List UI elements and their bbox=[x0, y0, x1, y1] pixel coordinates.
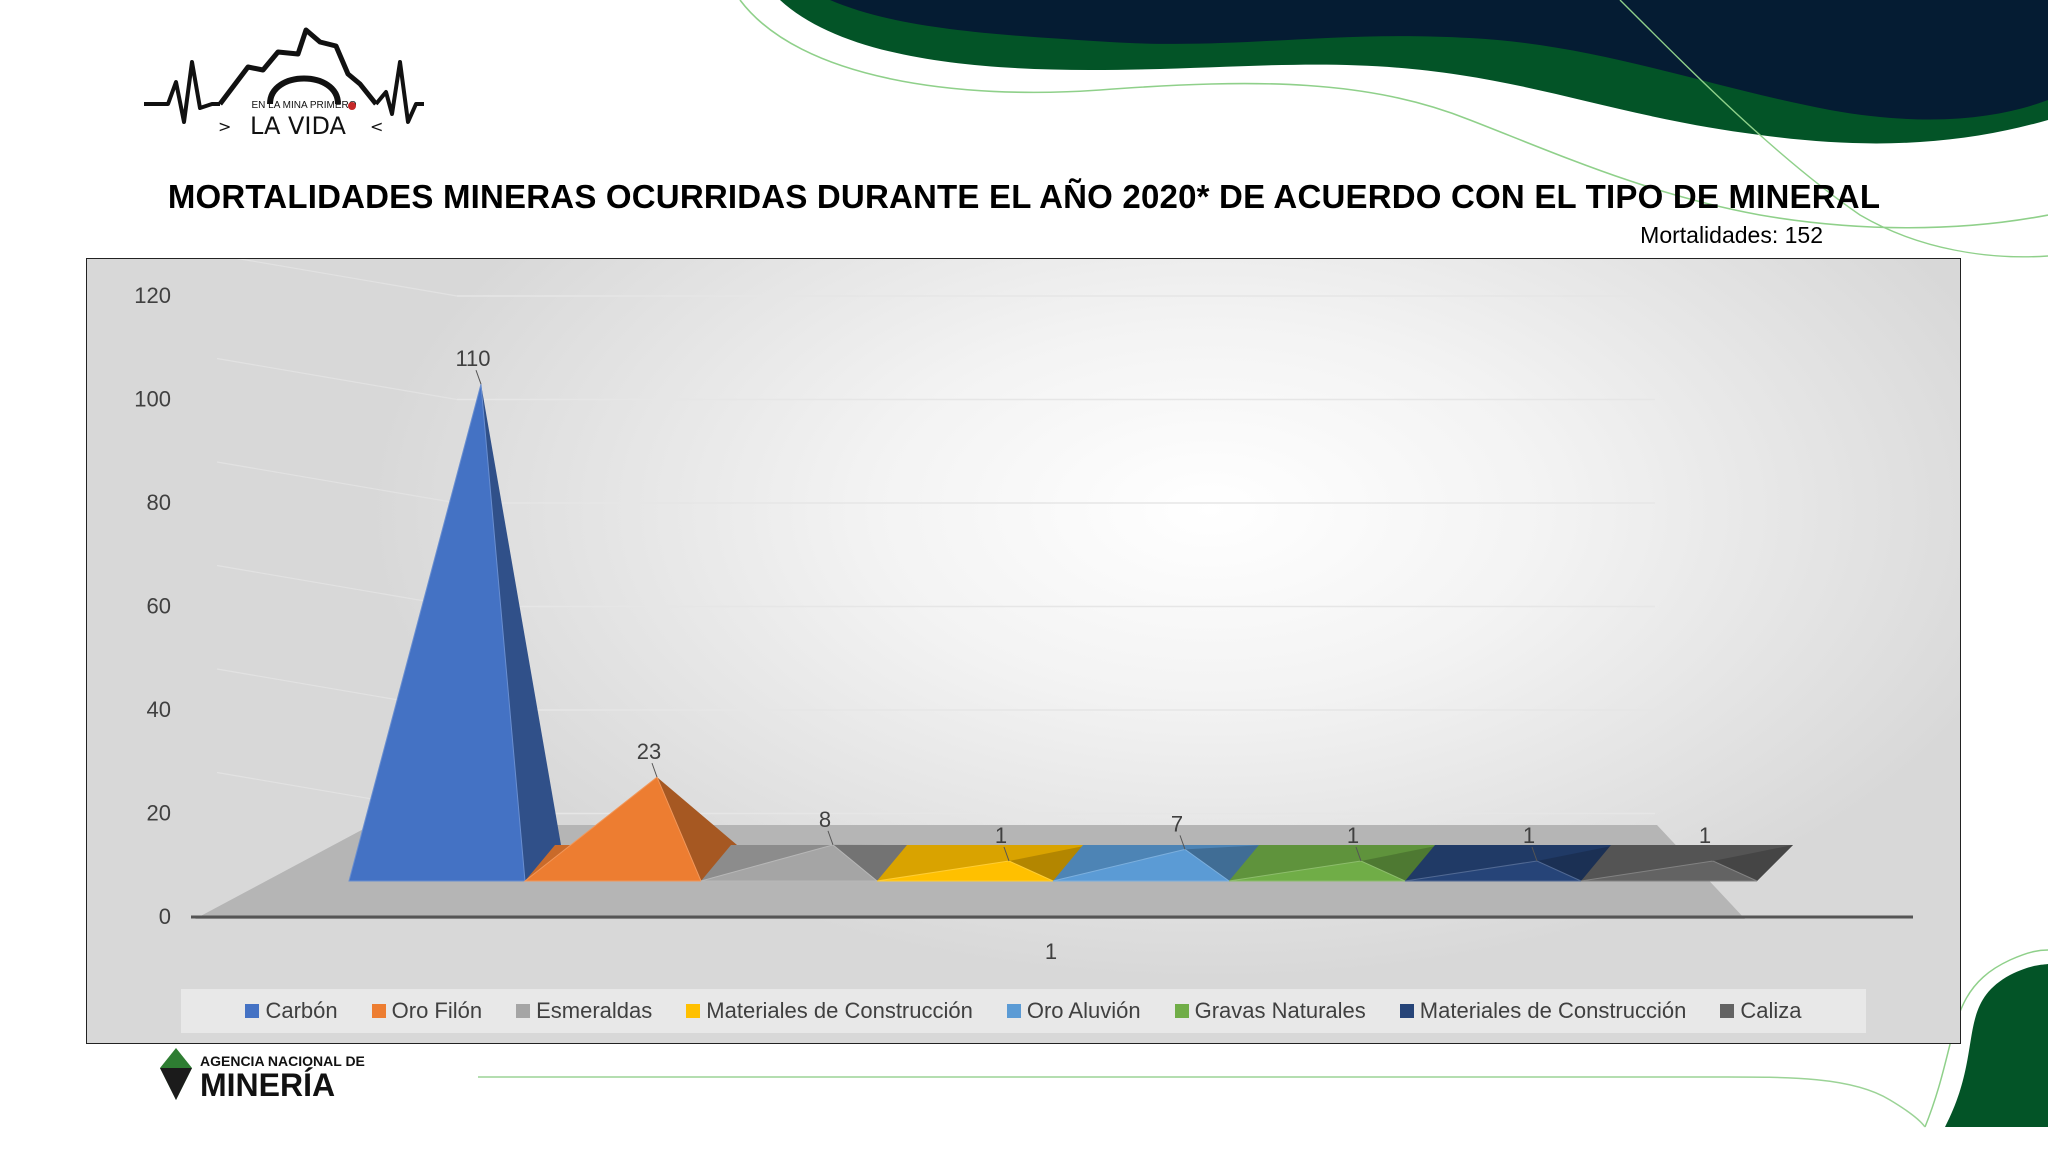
pyramid-side-face bbox=[1537, 845, 1617, 881]
pyramid-side-face bbox=[657, 777, 737, 881]
data-label-leader bbox=[1707, 846, 1714, 862]
y-tick-label: 40 bbox=[147, 697, 171, 722]
data-label-leader bbox=[475, 369, 482, 385]
y-tick-label: 80 bbox=[147, 490, 171, 515]
legend-label: Gravas Naturales bbox=[1194, 998, 1366, 1023]
pyramid-chart: 0 20 40 60 80 100 120 110 23 8 1 7 1 1 1 1 bbox=[134, 259, 1913, 964]
legend-item: Carbón bbox=[245, 998, 338, 1024]
data-label: 8 bbox=[819, 807, 831, 832]
bottom-line-1 bbox=[1924, 949, 2048, 1128]
data-label-leader bbox=[1531, 846, 1538, 862]
top-line-1 bbox=[739, 0, 2048, 229]
legend-swatch bbox=[516, 1004, 531, 1018]
diamond-logo-dark-icon bbox=[160, 1068, 192, 1100]
data-label: 1 bbox=[995, 823, 1007, 848]
legend-swatch bbox=[1399, 1004, 1414, 1018]
pyramid-front-face bbox=[348, 384, 526, 882]
bottom-green-wave bbox=[1945, 964, 2048, 1127]
logo-main-text: LA VIDA bbox=[250, 112, 347, 140]
data-label: 1 bbox=[1347, 823, 1359, 848]
legend-label: Caliza bbox=[1740, 998, 1802, 1023]
legend-item: Materiales de Construcción bbox=[686, 998, 973, 1024]
data-label-leader bbox=[1179, 835, 1186, 850]
pyramid-side-face bbox=[481, 384, 561, 881]
pyramid-front-face bbox=[1052, 848, 1231, 882]
chart-legend: Carbón Oro Filón Esmeraldas Materiales de C… bbox=[181, 989, 1866, 1033]
pyramid-front-face bbox=[1580, 860, 1758, 882]
heartbeat-line-icon bbox=[144, 60, 220, 124]
agency-line2: MINERÍA bbox=[200, 1067, 335, 1103]
data-label: 1 bbox=[1699, 823, 1711, 848]
gridline-diagonal bbox=[236, 259, 458, 297]
legend-label: Oro Filón bbox=[391, 998, 483, 1023]
pyramid-front-face bbox=[1228, 860, 1406, 882]
y-tick-label: 60 bbox=[147, 594, 171, 619]
top-line-2 bbox=[1619, 0, 2048, 258]
data-label: 23 bbox=[637, 739, 661, 764]
pyramid-front-face bbox=[876, 860, 1054, 882]
pyramid-side-face bbox=[1713, 845, 1793, 881]
legend-label: Materiales de Construcción bbox=[706, 998, 973, 1023]
y-tick-label: 100 bbox=[134, 387, 171, 412]
legend-swatch bbox=[371, 1004, 386, 1018]
pyramid-front-face bbox=[1404, 860, 1582, 882]
legend-item: Gravas Naturales bbox=[1174, 998, 1366, 1024]
legend-item: Oro Filón bbox=[371, 998, 483, 1024]
legend-swatch bbox=[1006, 1004, 1021, 1018]
agencia-nacional-mineria-logo: AGENCIA NACIONAL DE MINERÍA bbox=[160, 1048, 365, 1103]
chart-container: 0 20 40 60 80 100 120 110 23 8 1 7 1 1 1 1 Carbón Oro Fi… bbox=[86, 258, 1961, 1044]
pyramid-side-face bbox=[833, 844, 913, 881]
data-label-leader bbox=[651, 762, 658, 778]
page-title: MORTALIDADES MINERAS OCURRIDAS DURANTE E… bbox=[167, 178, 1881, 215]
gridline-diagonal bbox=[216, 564, 458, 608]
y-tick-label: 0 bbox=[159, 904, 171, 929]
legend-label: Materiales de Construcción bbox=[1419, 998, 1687, 1023]
heartbeat-line-right-icon bbox=[374, 60, 424, 124]
y-tick-label: 120 bbox=[134, 283, 171, 308]
gridline-diagonal bbox=[216, 461, 458, 504]
x-category-label: 1 bbox=[1045, 939, 1057, 964]
en-la-mina-primero-logo: EN LA MINA PRIMERO LA VIDA > < bbox=[144, 27, 424, 140]
logo-red-dot bbox=[348, 102, 356, 110]
agency-line1: AGENCIA NACIONAL DE bbox=[200, 1053, 365, 1069]
pyramid-side-face bbox=[1185, 845, 1265, 881]
legend-swatch bbox=[1720, 1004, 1735, 1018]
data-label-leader bbox=[1355, 846, 1362, 862]
legend-item: Esmeraldas bbox=[516, 998, 652, 1024]
top-navy-overlay bbox=[830, 0, 2048, 120]
legend-label: Oro Aluvión bbox=[1026, 998, 1141, 1023]
pyramid-side-face bbox=[1009, 845, 1089, 881]
data-label: 1 bbox=[1523, 823, 1535, 848]
logo-arrow-right: < bbox=[370, 117, 383, 136]
legend-item: Materiales de Construcción bbox=[1399, 998, 1687, 1024]
legend-label: Esmeraldas bbox=[536, 998, 653, 1023]
pyramid-front-face bbox=[700, 844, 879, 882]
legend-item: Caliza bbox=[1720, 998, 1802, 1024]
data-label-leader bbox=[1003, 846, 1010, 862]
data-label: 7 bbox=[1171, 811, 1183, 836]
y-tick-label: 20 bbox=[147, 801, 171, 826]
mountain-icon bbox=[218, 27, 378, 106]
gridline-diagonal bbox=[216, 357, 458, 401]
pyramid-side-face bbox=[1361, 845, 1441, 881]
pyramid-front-face bbox=[523, 776, 702, 882]
legend-swatch bbox=[245, 1004, 260, 1018]
mortality-total: Mortalidades: 152 bbox=[1640, 222, 1823, 248]
data-label: 110 bbox=[455, 346, 490, 371]
data-label-leader bbox=[827, 830, 834, 846]
legend-swatch bbox=[686, 1004, 701, 1018]
legend-item: Oro Aluvión bbox=[1006, 998, 1141, 1024]
mine-arch-icon bbox=[267, 75, 341, 105]
bottom-line-2 bbox=[478, 1076, 1926, 1128]
logo-arrow-left: > bbox=[218, 117, 231, 136]
legend-swatch bbox=[1174, 1004, 1189, 1018]
logo-tagline: EN LA MINA PRIMERO bbox=[251, 100, 356, 111]
legend-label: Carbón bbox=[265, 998, 338, 1023]
